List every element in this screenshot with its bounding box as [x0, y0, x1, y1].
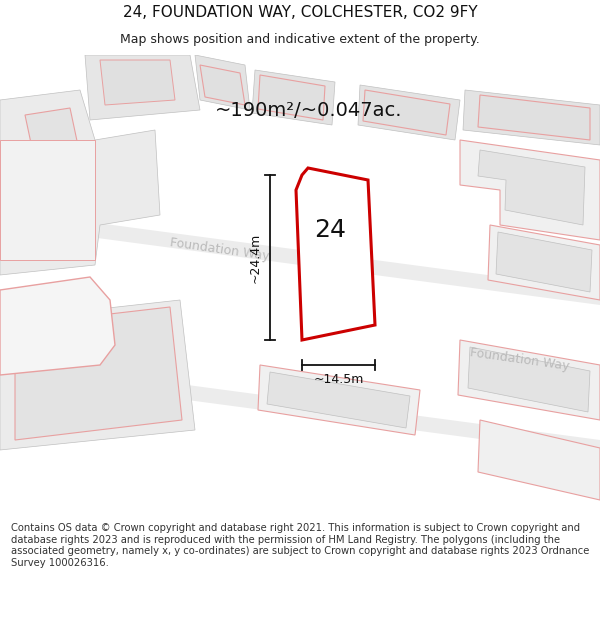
Polygon shape [200, 65, 245, 105]
Polygon shape [0, 90, 160, 275]
Text: ~190m²/~0.047ac.: ~190m²/~0.047ac. [215, 101, 403, 119]
Text: Contains OS data © Crown copyright and database right 2021. This information is : Contains OS data © Crown copyright and d… [11, 523, 589, 568]
Polygon shape [252, 70, 335, 125]
Text: ~24.4m: ~24.4m [249, 232, 262, 282]
Polygon shape [267, 372, 410, 428]
Polygon shape [363, 90, 450, 135]
Text: 24: 24 [314, 217, 346, 242]
Polygon shape [458, 340, 600, 420]
Polygon shape [0, 277, 115, 375]
Text: 24, FOUNDATION WAY, COLCHESTER, CO2 9FY: 24, FOUNDATION WAY, COLCHESTER, CO2 9FY [122, 4, 478, 19]
Polygon shape [468, 347, 590, 412]
Polygon shape [358, 85, 460, 140]
Text: ~14.5m: ~14.5m [313, 373, 364, 386]
Polygon shape [258, 75, 325, 120]
Text: Foundation Way: Foundation Way [469, 347, 571, 373]
Polygon shape [478, 420, 600, 500]
Polygon shape [460, 140, 600, 240]
Polygon shape [0, 360, 600, 455]
Polygon shape [296, 168, 375, 340]
Polygon shape [488, 225, 600, 300]
Polygon shape [85, 55, 200, 120]
Polygon shape [463, 90, 600, 145]
Polygon shape [25, 108, 80, 162]
Polygon shape [478, 95, 590, 140]
Text: Map shows position and indicative extent of the property.: Map shows position and indicative extent… [120, 33, 480, 46]
Polygon shape [0, 210, 600, 305]
Polygon shape [0, 140, 95, 260]
Polygon shape [195, 55, 250, 110]
Polygon shape [15, 307, 182, 440]
Polygon shape [478, 150, 585, 225]
Polygon shape [100, 60, 175, 105]
Polygon shape [258, 365, 420, 435]
Polygon shape [0, 300, 195, 450]
Text: Foundation Way: Foundation Way [169, 237, 271, 263]
Polygon shape [496, 232, 592, 292]
